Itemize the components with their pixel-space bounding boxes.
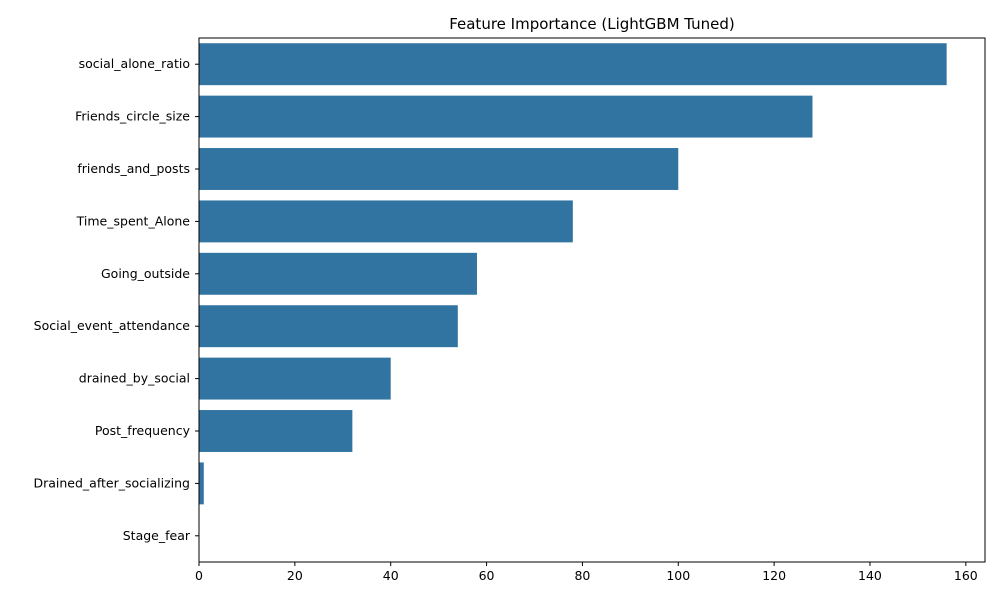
bar-friends_and_posts xyxy=(199,148,679,190)
y-tick-label: drained_by_social xyxy=(79,371,190,386)
x-tick-label: 40 xyxy=(383,568,399,583)
chart-title: Feature Importance (LightGBM Tuned) xyxy=(449,15,735,33)
plot-frame xyxy=(198,37,986,563)
x-tick-label: 20 xyxy=(287,568,303,583)
x-tick-label: 100 xyxy=(666,568,690,583)
x-tick-label: 80 xyxy=(574,568,590,583)
x-tick-label: 160 xyxy=(954,568,978,583)
x-tick-label: 0 xyxy=(195,568,203,583)
y-tick-label: Social_event_attendance xyxy=(34,318,191,333)
y-tick-label: Drained_after_socializing xyxy=(33,475,190,490)
x-axis: 0 20 40 60 80 100 120 140 160 xyxy=(195,562,978,583)
bar-Time_spent_Alone xyxy=(199,200,573,243)
bar-Drained_after_socializing xyxy=(199,462,204,505)
plot-frame-rect xyxy=(198,37,986,563)
x-tick-label: 60 xyxy=(479,568,495,583)
y-tick-label: Going_outside xyxy=(101,266,190,281)
bar-Going_outside xyxy=(199,252,477,295)
y-tick-label: Friends_circle_size xyxy=(75,109,190,124)
y-tick-label: Post_frequency xyxy=(95,423,191,438)
bar-Friends_circle_size xyxy=(199,95,813,138)
x-tick-label: 120 xyxy=(762,568,786,583)
y-axis: social_alone_ratio Friends_circle_sizefri… xyxy=(33,56,199,543)
bar-Social_event_attendance xyxy=(199,305,458,348)
bar-Post_frequency xyxy=(199,410,353,452)
bar-drained_by_social xyxy=(199,357,391,400)
y-tick-label: Time_spent_Alone xyxy=(76,213,191,228)
y-tick-label: friends_and_posts xyxy=(77,161,190,176)
y-tick-label: Stage_fear xyxy=(123,528,191,543)
y-tick-label: social_alone_ratio xyxy=(79,56,190,71)
x-tick-label: 140 xyxy=(858,568,882,583)
bar-social_alone_ratio xyxy=(199,43,947,86)
bars-group xyxy=(199,43,947,505)
